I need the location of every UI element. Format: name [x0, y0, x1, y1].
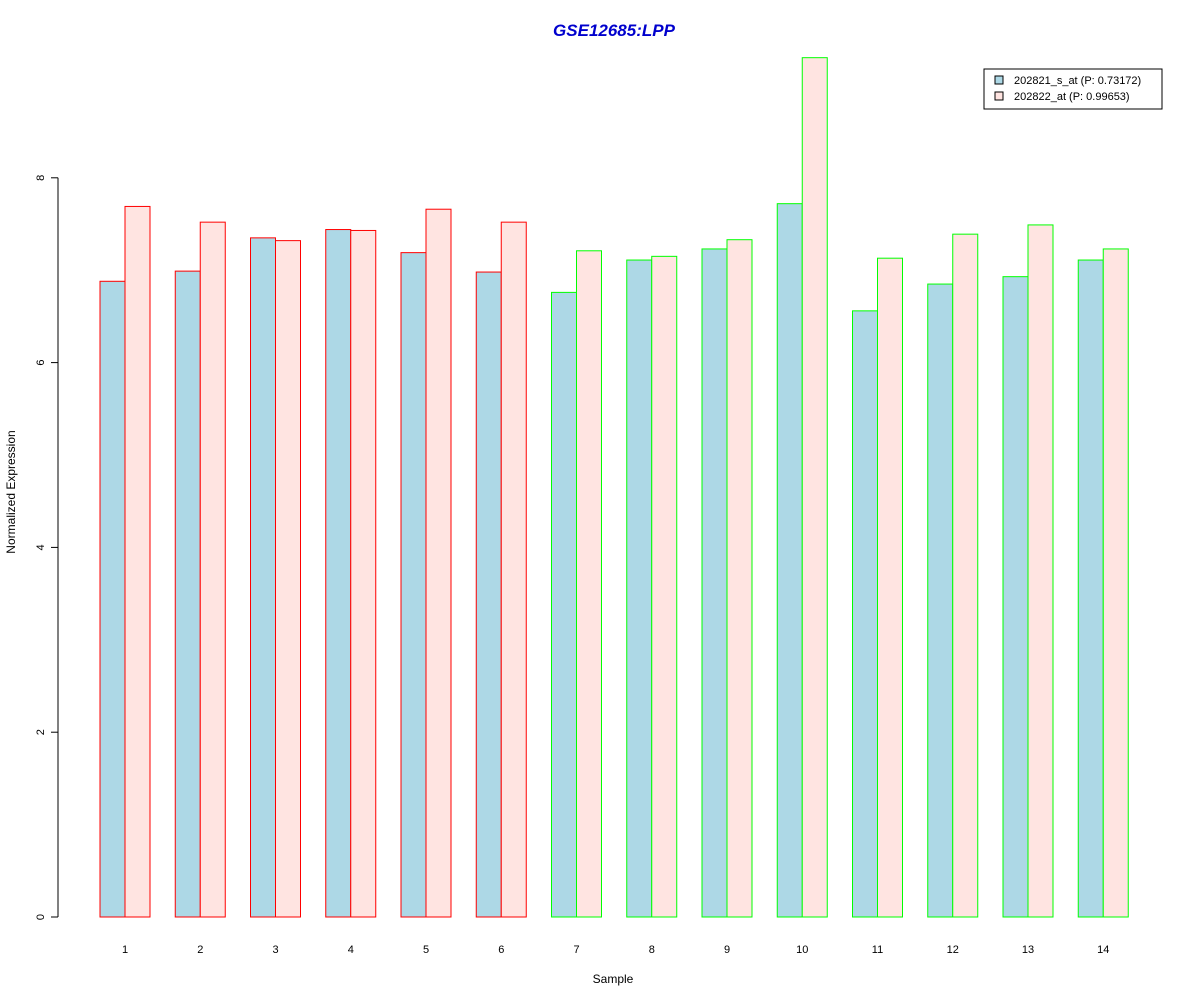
x-tick-label: 5 — [423, 944, 429, 956]
x-tick-label: 7 — [573, 944, 579, 956]
x-axis-label: Sample — [593, 972, 634, 986]
bar-sample-9-series-1 — [701, 248, 728, 918]
bar-sample-1-series-2 — [124, 205, 151, 918]
y-tick-label: 4 — [35, 544, 47, 550]
bar-sample-13-series-1 — [1002, 276, 1029, 918]
x-tick-label: 6 — [498, 944, 504, 956]
y-axis-label: Normalized Expression — [4, 430, 18, 553]
bar-sample-3-series-2 — [275, 240, 301, 918]
bars — [99, 57, 1129, 918]
legend: 202821_s_at (P: 0.73172) 202822_at (P: 0… — [983, 68, 1163, 110]
x-tick-labels: 1 2 3 4 5 6 7 8 9 10 11 12 13 14 — [122, 944, 1109, 956]
x-tick-label: 1 — [122, 944, 128, 956]
bar-sample-2-series-2 — [199, 221, 226, 918]
bar-sample-11-series-1 — [852, 310, 878, 918]
y-tick-label: 0 — [35, 914, 47, 920]
bar-sample-4-series-1 — [325, 229, 352, 918]
bar-sample-6-series-1 — [475, 271, 502, 918]
x-tick-label: 11 — [872, 944, 883, 956]
x-tick-label: 10 — [796, 944, 808, 956]
bar-sample-7-series-2 — [576, 250, 602, 918]
bar-sample-1-series-1 — [99, 280, 126, 918]
bar-sample-14-series-2 — [1102, 248, 1129, 918]
y-tick-label: 6 — [35, 360, 47, 366]
bar-sample-12-series-1 — [927, 283, 954, 918]
bar-sample-5-series-2 — [425, 208, 452, 918]
bar-sample-10-series-2 — [801, 57, 828, 918]
bar-sample-4-series-2 — [350, 229, 377, 918]
bar-sample-5-series-1 — [400, 252, 427, 918]
x-tick-label: 4 — [348, 944, 354, 956]
bar-sample-8-series-2 — [651, 255, 678, 918]
x-tick-label: 13 — [1022, 944, 1034, 956]
legend-label-series-1: 202821_s_at (P: 0.73172) — [1014, 75, 1141, 87]
bar-sample-7-series-1 — [551, 291, 577, 918]
chart-title: GSE12685:LPP — [553, 21, 676, 40]
bar-sample-12-series-2 — [952, 233, 979, 918]
x-tick-label: 14 — [1097, 944, 1109, 956]
bar-sample-14-series-1 — [1077, 259, 1104, 918]
legend-box — [983, 68, 1163, 110]
y-axis: 0 2 4 6 8 — [35, 175, 59, 920]
bar-sample-10-series-1 — [776, 203, 803, 918]
y-tick-label: 2 — [35, 729, 47, 735]
bar-sample-3-series-1 — [250, 237, 276, 918]
legend-swatch-series-1 — [994, 75, 1004, 85]
x-tick-label: 8 — [649, 944, 655, 956]
bar-sample-11-series-2 — [877, 257, 903, 918]
legend-swatch-series-2 — [994, 91, 1004, 101]
y-tick-label: 8 — [35, 175, 47, 181]
x-tick-label: 9 — [724, 944, 730, 956]
bar-sample-8-series-1 — [626, 259, 653, 918]
bar-sample-13-series-2 — [1027, 224, 1054, 918]
x-tick-label: 2 — [197, 944, 203, 956]
bar-sample-9-series-2 — [726, 239, 753, 918]
x-tick-label: 3 — [272, 944, 278, 956]
bar-sample-2-series-1 — [174, 270, 201, 918]
x-tick-label: 12 — [947, 944, 959, 956]
legend-label-series-2: 202822_at (P: 0.99653) — [1014, 91, 1130, 103]
bar-sample-6-series-2 — [500, 221, 527, 918]
